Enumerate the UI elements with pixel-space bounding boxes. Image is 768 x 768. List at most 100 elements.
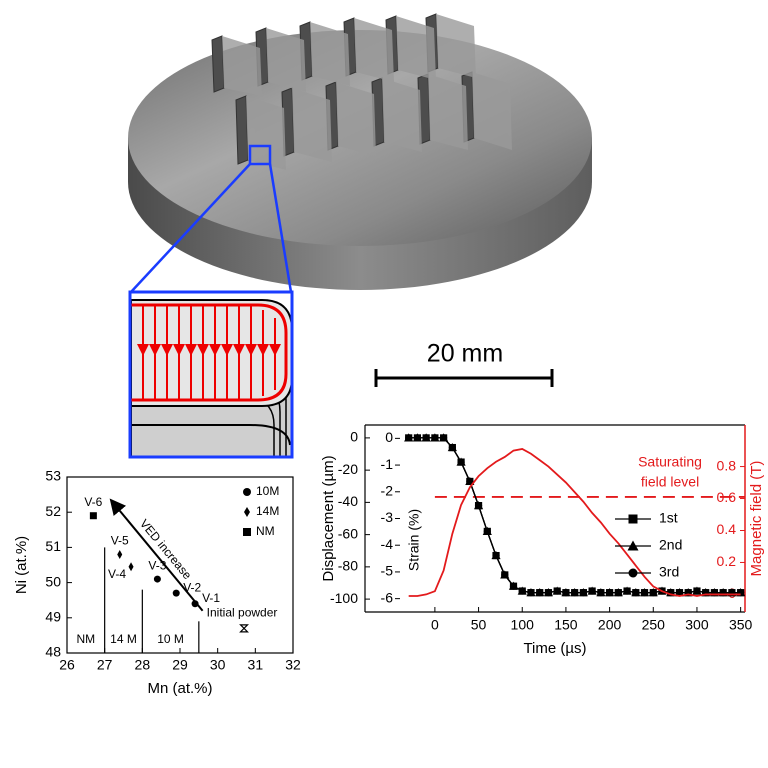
marker <box>649 589 657 597</box>
marker <box>440 434 448 442</box>
marker <box>413 434 422 442</box>
marker <box>693 587 701 595</box>
marker <box>117 549 123 559</box>
y2-axis-label: Magnetic field (T) <box>748 461 765 577</box>
y-tick-label: 50 <box>45 573 61 589</box>
marker <box>431 434 439 442</box>
marker <box>605 589 614 597</box>
marker <box>571 589 579 597</box>
x-axis-label: Time (µs) <box>523 640 586 657</box>
region-label: 10 M <box>157 632 184 646</box>
marker <box>632 589 640 597</box>
y3-axis-label: Strain (%) <box>406 509 422 571</box>
marker <box>239 624 249 633</box>
y2-tick-label: 0.8 <box>717 457 737 473</box>
x-tick-label: 200 <box>598 617 622 633</box>
legend-marker <box>243 488 251 496</box>
marker <box>597 589 605 597</box>
point-label: V-5 <box>111 534 129 548</box>
strain-tick-label: -3 <box>381 509 394 525</box>
legend-marker <box>628 514 638 524</box>
zoom-line <box>268 163 293 293</box>
x-tick-label: 30 <box>210 657 226 673</box>
scale-bar-label: 20 mm <box>427 340 503 368</box>
marker <box>588 587 596 595</box>
legend-label: 10M <box>256 484 279 498</box>
strain-tick-label: -5 <box>381 563 394 579</box>
scale-bar: 20 mm <box>374 340 554 387</box>
marker <box>474 502 483 510</box>
zoom-line <box>130 163 251 293</box>
y-tick-label: 0 <box>350 429 358 445</box>
marker <box>536 589 544 597</box>
marker <box>518 587 526 595</box>
legend-label: 3rd <box>659 564 679 580</box>
strain-tick-label: -4 <box>381 536 394 552</box>
legend-label: 14M <box>256 504 279 518</box>
point-label: Initial powder <box>207 606 278 620</box>
y-tick-label: -60 <box>338 525 358 541</box>
y-tick-label: -100 <box>330 590 358 606</box>
x-tick-label: 0 <box>431 617 439 633</box>
x-tick-label: 100 <box>511 617 535 633</box>
marker <box>422 434 430 442</box>
marker <box>527 589 535 597</box>
point-label: V-1 <box>202 591 220 605</box>
saturation-label: field level <box>641 474 699 490</box>
x-tick-label: 300 <box>685 617 709 633</box>
marker <box>466 477 474 486</box>
point-label: V-4 <box>108 567 126 581</box>
inset-frame <box>128 290 294 459</box>
x-tick-label: 27 <box>97 657 113 673</box>
marker <box>640 589 649 597</box>
marker <box>492 551 500 560</box>
x-tick-label: 31 <box>248 657 264 673</box>
marker <box>614 589 622 597</box>
x-tick-label: 32 <box>285 657 301 673</box>
saturation-label: Saturating <box>638 454 702 470</box>
y2-tick-label: 0.4 <box>717 521 737 537</box>
region-label: NM <box>76 632 95 646</box>
zoom-box <box>248 144 272 166</box>
marker <box>191 600 199 608</box>
y-tick-label: 52 <box>45 503 61 519</box>
point-label: V-3 <box>148 558 166 572</box>
x-axis-label: Mn (at.%) <box>147 680 212 697</box>
arrow <box>109 498 204 612</box>
point-label: V-6 <box>84 495 102 509</box>
legend-marker <box>627 540 639 551</box>
legend-label: 1st <box>659 510 678 526</box>
legend-marker <box>243 528 251 536</box>
strain-tick-label: 0 <box>385 429 393 445</box>
marker <box>509 582 518 590</box>
strain-tick-label: -6 <box>381 589 394 605</box>
point-label: V-2 <box>183 580 201 594</box>
marker <box>153 575 161 583</box>
x-tick-label: 50 <box>471 617 487 633</box>
y-tick-label: 49 <box>45 609 61 625</box>
y-tick-label: 53 <box>45 468 61 484</box>
marker <box>675 589 684 597</box>
marker <box>172 589 180 597</box>
inset-diagram <box>131 293 291 456</box>
x-tick-label: 26 <box>59 657 75 673</box>
y-tick-label: 48 <box>45 644 61 660</box>
marker <box>579 589 587 597</box>
marker <box>544 589 553 597</box>
strain-tick-label: -1 <box>381 456 394 472</box>
marker <box>457 458 465 466</box>
arrow-label: VED increase <box>137 517 195 583</box>
x-tick-label: 28 <box>135 657 151 673</box>
region-label: 14 M <box>110 632 137 646</box>
marker <box>562 589 570 597</box>
legend-label: NM <box>256 524 275 538</box>
marker <box>89 512 97 520</box>
y-tick-label: 51 <box>45 538 61 554</box>
y-tick-label: -20 <box>338 461 358 477</box>
legend-marker <box>628 568 638 578</box>
marker <box>128 562 134 572</box>
marker <box>553 587 561 595</box>
x-tick-label: 350 <box>729 617 753 633</box>
